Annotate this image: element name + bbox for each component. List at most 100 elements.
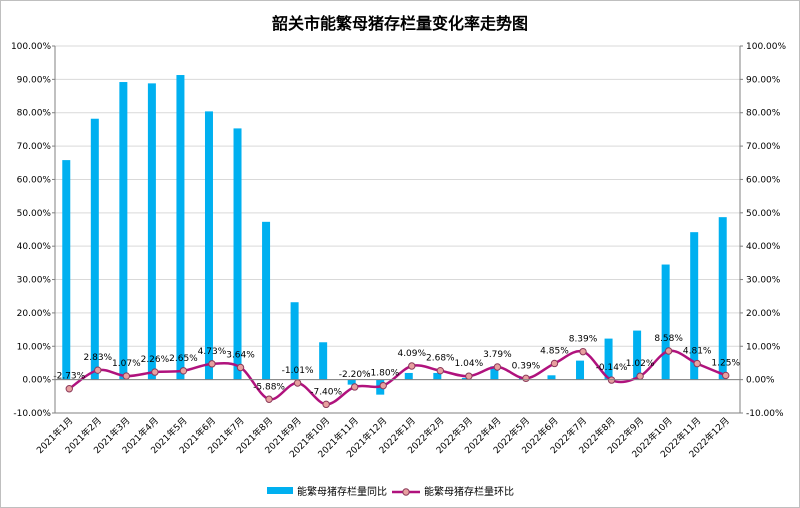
data-label: 4.81% xyxy=(683,347,712,357)
data-label: 0.39% xyxy=(512,361,541,371)
data-label: 4.73% xyxy=(198,347,227,357)
bar xyxy=(319,342,328,380)
line-marker xyxy=(151,368,159,376)
y-tick-label-right: 60.00% xyxy=(746,175,781,185)
data-label: -2.20% xyxy=(339,370,371,380)
line-marker xyxy=(265,395,273,403)
line-marker xyxy=(122,372,131,380)
bar xyxy=(661,264,670,380)
data-label: -2.73% xyxy=(53,372,85,382)
y-tick-label-left: 90.00% xyxy=(17,75,52,85)
data-label: 1.25% xyxy=(711,358,740,368)
bar xyxy=(176,75,185,380)
line-marker xyxy=(465,372,473,380)
line-marker xyxy=(208,360,216,368)
line-marker xyxy=(408,362,416,370)
data-label: 8.39% xyxy=(569,335,598,345)
data-label: 2.83% xyxy=(84,353,113,363)
data-label: 1.07% xyxy=(112,359,141,369)
line-marker xyxy=(379,381,387,390)
bar xyxy=(347,379,356,385)
y-tick-label-right: 10.00% xyxy=(746,342,781,352)
legend-swatch-bar xyxy=(267,487,293,494)
line-marker xyxy=(664,347,673,355)
y-tick-label-right: 40.00% xyxy=(746,242,781,252)
data-label: 2.65% xyxy=(169,354,198,364)
y-tick-label-right: 70.00% xyxy=(746,142,781,152)
data-label: 4.09% xyxy=(397,349,426,359)
data-label: -1.01% xyxy=(282,366,314,376)
data-label: -0.14% xyxy=(596,363,628,373)
bar xyxy=(690,232,699,380)
data-label: -1.80% xyxy=(367,369,399,379)
y-tick-label-left: 30.00% xyxy=(17,276,52,286)
y-tick-label-right: 20.00% xyxy=(746,309,781,319)
line-marker xyxy=(65,385,73,393)
data-label: 2.68% xyxy=(426,354,455,364)
bar xyxy=(718,217,727,380)
y-tick-label-right: 30.00% xyxy=(746,276,781,286)
bar xyxy=(576,360,585,380)
y-tick-label-right: -10.00% xyxy=(746,409,784,419)
y-tick-label-left: 60.00% xyxy=(17,175,52,185)
bar xyxy=(90,118,99,380)
data-label: 3.64% xyxy=(226,350,255,360)
data-label: 1.02% xyxy=(626,359,655,369)
legend: 能繁母猪存栏量同比 能繁母猪存栏量环比 xyxy=(267,485,514,498)
bar xyxy=(62,160,71,380)
data-label: -7.40% xyxy=(310,387,342,397)
line-marker xyxy=(293,379,302,387)
bar xyxy=(147,83,156,380)
grid xyxy=(55,45,740,414)
bar xyxy=(633,330,642,380)
y-tick-label-left: 50.00% xyxy=(17,209,52,219)
line-marker xyxy=(236,363,245,372)
y-tick-label-right: 100.00% xyxy=(746,42,786,52)
line-marker xyxy=(179,367,188,375)
y-tick-label-right: 90.00% xyxy=(746,75,781,85)
bar xyxy=(461,377,470,380)
line-marker xyxy=(94,366,102,374)
y-tick-label-left: 80.00% xyxy=(17,109,52,119)
bar xyxy=(204,111,213,380)
line-marker xyxy=(579,347,587,356)
line-marker xyxy=(550,359,559,368)
legend-marker-line xyxy=(402,488,410,496)
chart-title: 韶关市能繁母猪存栏量变化率走势图 xyxy=(271,14,528,33)
y-tick-label-left: -10.00% xyxy=(13,409,51,419)
data-labels: -2.73% 2.83%1.07% 2.26% 2.65%4.73% 3.64% -5.8… xyxy=(53,334,740,397)
legend-label-line: 能繁母猪存栏量环比 xyxy=(424,485,514,498)
line-marker xyxy=(493,363,502,371)
bar xyxy=(490,366,499,380)
bar xyxy=(290,302,299,380)
y-tick-label-right: 50.00% xyxy=(746,209,781,219)
bar xyxy=(404,372,413,380)
y-tick-label-left: 100.00% xyxy=(11,42,51,52)
line-marker xyxy=(322,400,330,409)
line-marker xyxy=(636,372,644,380)
y-tick-label-left: 70.00% xyxy=(17,142,52,152)
bar xyxy=(233,128,242,380)
bar xyxy=(119,82,128,380)
data-label: 8.58% xyxy=(654,334,683,344)
data-label: 3.79% xyxy=(483,350,512,360)
y-tick-label-left: 10.00% xyxy=(17,342,52,352)
line-marker xyxy=(522,374,530,383)
bar xyxy=(547,375,556,380)
data-label: 1.04% xyxy=(455,359,484,369)
bar xyxy=(433,372,442,380)
data-label: 4.85% xyxy=(540,346,569,356)
bar xyxy=(604,338,613,380)
bar xyxy=(262,221,271,380)
line-marker xyxy=(350,383,359,391)
y-tick-label-left: 20.00% xyxy=(17,309,52,319)
data-label: 2.26% xyxy=(141,355,170,365)
line-marker xyxy=(722,371,730,380)
line-marker xyxy=(693,359,701,368)
y-tick-label-right: 80.00% xyxy=(746,109,781,119)
line-series xyxy=(65,347,730,409)
y-tick-label-left: 40.00% xyxy=(17,242,52,252)
data-label: -5.88% xyxy=(253,382,285,392)
